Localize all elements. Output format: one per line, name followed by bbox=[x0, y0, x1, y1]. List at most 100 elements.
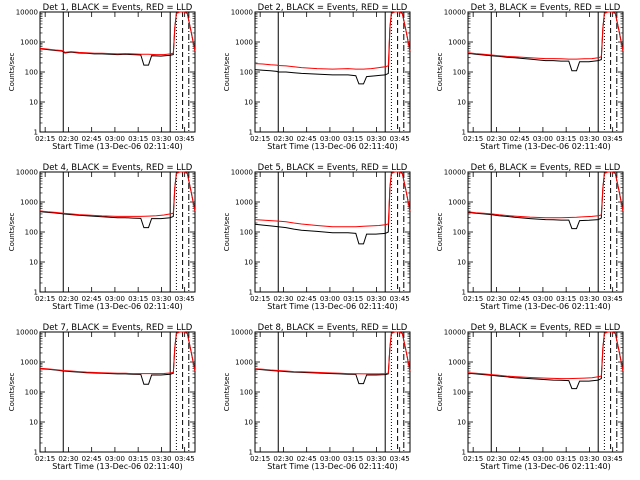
y-tick-label: 1 bbox=[249, 129, 253, 137]
y-tick-label: 10 bbox=[244, 259, 253, 267]
series-lld-line bbox=[254, 171, 411, 228]
x-tick-label: 03:00 bbox=[533, 295, 553, 303]
y-tick-label: 10 bbox=[244, 99, 253, 107]
x-tick-label: 03:15 bbox=[556, 295, 576, 303]
x-axis-label: Start Time (13-Dec-06 02:11:40) bbox=[52, 302, 183, 311]
x-tick-label: 02:45 bbox=[297, 455, 317, 463]
x-tick-label: 03:45 bbox=[175, 295, 195, 303]
x-tick-label: 02:30 bbox=[58, 135, 78, 143]
x-tick-label: 03:45 bbox=[175, 135, 195, 143]
x-tick-label: 02:15 bbox=[463, 455, 483, 463]
x-tick-label: 02:15 bbox=[250, 455, 270, 463]
y-tick-label: 1000 bbox=[20, 359, 38, 367]
x-tick-label: 03:00 bbox=[320, 455, 340, 463]
y-tick-label: 1 bbox=[462, 449, 466, 457]
x-tick-label: 02:30 bbox=[58, 455, 78, 463]
y-tick-label: 1000 bbox=[235, 359, 253, 367]
x-tick-label: 02:15 bbox=[250, 135, 270, 143]
x-tick-label: 03:00 bbox=[320, 135, 340, 143]
x-tick-label: 03:00 bbox=[105, 135, 125, 143]
x-tick-label: 03:15 bbox=[128, 295, 148, 303]
x-tick-label: 02:30 bbox=[273, 295, 293, 303]
x-tick-label: 03:45 bbox=[390, 455, 410, 463]
y-tick-label: 1000 bbox=[235, 199, 253, 207]
x-tick-label: 03:45 bbox=[603, 135, 623, 143]
x-axis-label: Start Time (13-Dec-06 02:11:40) bbox=[267, 462, 398, 471]
x-tick-label: 02:45 bbox=[510, 135, 530, 143]
series-lld-line bbox=[39, 171, 196, 217]
x-axis-label: Start Time (13-Dec-06 02:11:40) bbox=[267, 302, 398, 311]
x-tick-label: 03:45 bbox=[603, 455, 623, 463]
detector-panel-9: Det 9, BLACK = Events, RED = LLD 1 10 100 10… bbox=[436, 323, 624, 471]
y-axis-label: Counts/sec bbox=[436, 213, 444, 252]
y-tick-label: 10 bbox=[29, 419, 38, 427]
x-tick-label: 03:00 bbox=[320, 295, 340, 303]
y-axis-label: Counts/sec bbox=[223, 373, 231, 412]
series-lld-line bbox=[467, 331, 624, 380]
chart-title: Det 9, BLACK = Events, RED = LLD bbox=[471, 323, 621, 333]
y-tick-label: 10000 bbox=[231, 329, 253, 337]
x-axis-label: Start Time (13-Dec-06 02:11:40) bbox=[480, 142, 611, 151]
series-lld-line bbox=[254, 331, 411, 375]
chart-title: Det 8, BLACK = Events, RED = LLD bbox=[258, 323, 408, 333]
x-tick-label: 02:15 bbox=[35, 455, 55, 463]
y-tick-label: 1 bbox=[249, 289, 253, 297]
x-tick-label: 02:30 bbox=[273, 135, 293, 143]
y-tick-label: 100 bbox=[453, 69, 466, 77]
x-axis-label: Start Time (13-Dec-06 02:11:40) bbox=[52, 462, 183, 471]
y-tick-label: 100 bbox=[25, 389, 38, 397]
x-tick-label: 03:30 bbox=[579, 455, 599, 463]
y-tick-label: 100 bbox=[240, 229, 253, 237]
x-tick-label: 03:00 bbox=[533, 135, 553, 143]
series-lld-line bbox=[39, 331, 196, 375]
y-tick-label: 10000 bbox=[444, 169, 466, 177]
chart-title: Det 3, BLACK = Events, RED = LLD bbox=[471, 3, 621, 13]
chart-title: Det 4, BLACK = Events, RED = LLD bbox=[43, 163, 193, 173]
y-tick-label: 10000 bbox=[16, 169, 38, 177]
y-tick-label: 10 bbox=[457, 419, 466, 427]
x-tick-label: 03:00 bbox=[105, 295, 125, 303]
y-tick-label: 100 bbox=[25, 69, 38, 77]
x-tick-label: 02:15 bbox=[35, 135, 55, 143]
x-axis-label: Start Time (13-Dec-06 02:11:40) bbox=[480, 302, 611, 311]
x-tick-label: 03:45 bbox=[175, 455, 195, 463]
x-tick-label: 03:45 bbox=[390, 135, 410, 143]
chart-title: Det 7, BLACK = Events, RED = LLD bbox=[43, 323, 193, 333]
y-tick-label: 10 bbox=[457, 259, 466, 267]
y-tick-label: 1 bbox=[34, 129, 38, 137]
x-tick-label: 03:30 bbox=[579, 295, 599, 303]
x-tick-label: 03:30 bbox=[366, 135, 386, 143]
x-tick-label: 02:45 bbox=[297, 135, 317, 143]
x-tick-label: 03:30 bbox=[366, 455, 386, 463]
series-lld-line bbox=[254, 11, 411, 70]
detector-panel-8: Det 8, BLACK = Events, RED = LLD 1 10 100 10… bbox=[223, 323, 411, 471]
series-lld-line bbox=[467, 11, 624, 60]
x-tick-label: 02:30 bbox=[273, 455, 293, 463]
y-axis-label: Counts/sec bbox=[436, 373, 444, 412]
detector-panel-2: Det 2, BLACK = Events, RED = LLD 1 10 100 10… bbox=[223, 3, 411, 151]
x-tick-label: 02:15 bbox=[35, 295, 55, 303]
y-tick-label: 10000 bbox=[16, 329, 38, 337]
x-tick-label: 02:45 bbox=[510, 295, 530, 303]
x-tick-label: 02:45 bbox=[82, 135, 102, 143]
series-lld-line bbox=[467, 171, 624, 219]
y-tick-label: 1000 bbox=[20, 39, 38, 47]
detector-panel-6: Det 6, BLACK = Events, RED = LLD 1 10 100 10… bbox=[436, 163, 624, 311]
y-tick-label: 1 bbox=[34, 449, 38, 457]
detector-panel-3: Det 3, BLACK = Events, RED = LLD 1 10 100 10… bbox=[436, 3, 624, 151]
x-tick-label: 02:30 bbox=[486, 135, 506, 143]
y-axis-label: Counts/sec bbox=[436, 53, 444, 92]
x-axis-label: Start Time (13-Dec-06 02:11:40) bbox=[480, 462, 611, 471]
y-tick-label: 100 bbox=[453, 229, 466, 237]
x-tick-label: 02:45 bbox=[82, 295, 102, 303]
chart-title: Det 6, BLACK = Events, RED = LLD bbox=[471, 163, 621, 173]
y-tick-label: 10 bbox=[244, 419, 253, 427]
x-tick-label: 02:45 bbox=[510, 455, 530, 463]
x-axis-label: Start Time (13-Dec-06 02:11:40) bbox=[267, 142, 398, 151]
series-lld-line bbox=[39, 11, 196, 56]
x-tick-label: 03:30 bbox=[366, 295, 386, 303]
x-tick-label: 03:45 bbox=[390, 295, 410, 303]
x-tick-label: 02:15 bbox=[250, 295, 270, 303]
x-tick-label: 03:15 bbox=[343, 135, 363, 143]
